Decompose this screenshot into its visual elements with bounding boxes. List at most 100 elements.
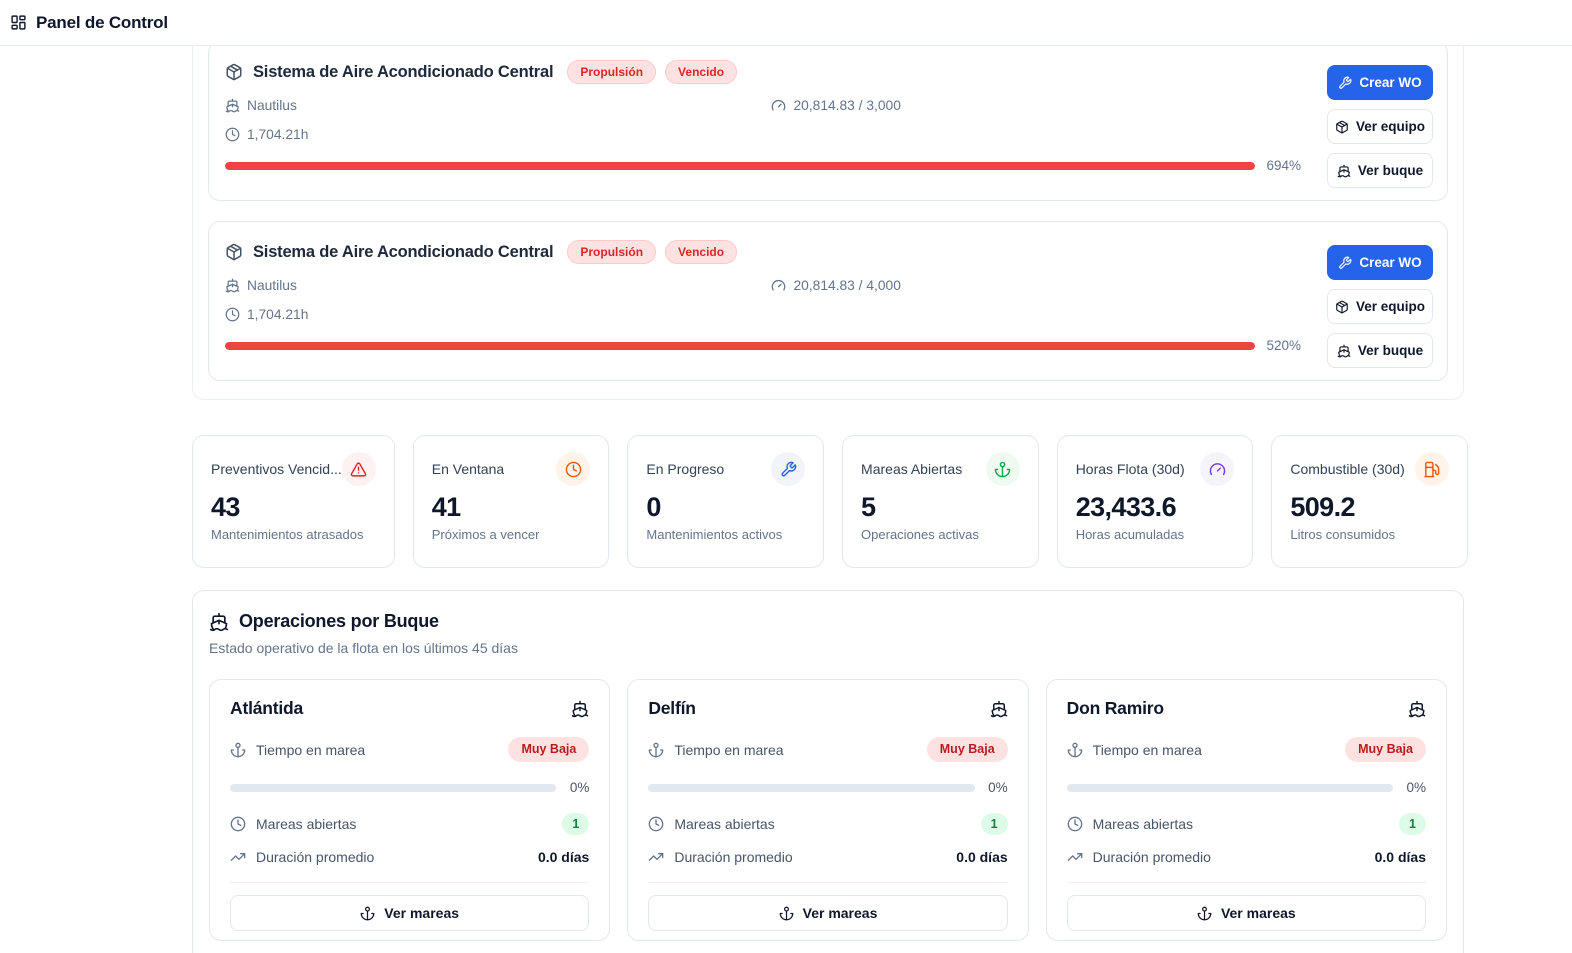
kpi-label: Combustible (30d) [1290, 461, 1405, 477]
progress-percent: 694% [1266, 158, 1301, 174]
tide-time-row: Tiempo en marea Muy Baja [230, 737, 590, 762]
anchor-icon [230, 742, 246, 758]
maintenance-meta: Nautilus 20,814.83 / 3,000 1,704.21h [225, 98, 1237, 142]
view-tides-button[interactable]: Ver mareas [1066, 895, 1426, 931]
trending-up-icon [648, 849, 664, 865]
operations-header: Operaciones por Buque [209, 611, 1447, 632]
tide-progress: 0% [648, 780, 1008, 795]
clock-icon [648, 816, 664, 832]
package-icon [225, 63, 243, 81]
progress-percent: 520% [1266, 338, 1301, 354]
progress-percent: 0% [569, 780, 590, 795]
kpi-card-mareas-abiertas: Mareas Abiertas 5 Operaciones activas [842, 435, 1039, 568]
ship-icon [990, 700, 1008, 718]
status-badge: Vencido [665, 60, 738, 85]
divider [648, 882, 1008, 883]
open-tides-row: Mareas abiertas 1 [648, 813, 1008, 835]
triangle-alert-icon [350, 461, 367, 478]
kpi-sublabel: Operaciones activas [861, 527, 979, 542]
progress-track [225, 161, 1255, 170]
kpi-sublabel: Mantenimientos atrasados [211, 527, 364, 542]
ship-icon [1337, 164, 1351, 178]
maintenance-card: Sistema de Aire Acondicionado Central Pr… [208, 41, 1448, 201]
maintenance-card: Sistema de Aire Acondicionado Central Pr… [208, 221, 1448, 381]
anchor-icon [648, 742, 664, 758]
kpi-label: Mareas Abiertas [861, 461, 963, 477]
tide-status-badge: Muy Baja [508, 737, 590, 762]
kpi-row: Preventivos Vencid... 43 Mantenimientos … [192, 435, 1468, 568]
overdue-progress: 694% [225, 158, 1301, 173]
maintenance-alerts-panel: Sistema de Aire Acondicionado Central Pr… [192, 24, 1464, 400]
usage-counter: 20,814.83 / 4,000 [771, 278, 1237, 293]
vessel-card-atlantida: Atlántida Tiempo en marea Muy Baja 0% [209, 679, 611, 941]
tide-progress: 0% [1066, 780, 1426, 795]
maintenance-meta: Nautilus 20,814.83 / 4,000 1,704.21h [225, 278, 1237, 322]
overdue-progress: 520% [225, 338, 1301, 353]
progress-track [648, 783, 975, 792]
operations-subtitle: Estado operativo de la flota en los últi… [209, 640, 518, 656]
kpi-sublabel: Próximos a vencer [431, 527, 540, 542]
avg-duration-row: Duración promedio 0.0 días [648, 849, 1008, 865]
open-tides-count-badge: 1 [980, 813, 1008, 835]
kpi-card-en-progreso: En Progreso 0 Mantenimientos activos [627, 435, 825, 568]
anchor-icon [360, 906, 375, 921]
open-tides-row: Mareas abiertas 1 [230, 813, 590, 835]
kpi-label: Horas Flota (30d) [1075, 461, 1185, 477]
kpi-value: 5 [861, 492, 876, 522]
progress-track [225, 341, 1255, 350]
vessel-name: Nautilus [225, 98, 771, 113]
avg-duration-value: 0.0 días [1374, 849, 1426, 865]
kpi-card-horas-flota: Horas Flota (30d) 23,433.6 Horas acumula… [1056, 435, 1254, 568]
kpi-card-combustible: Combustible (30d) 509.2 Litros consumido… [1271, 435, 1468, 568]
status-badge: Vencido [665, 240, 738, 265]
badge-group: Propulsión Vencido [567, 240, 738, 265]
ship-icon [209, 612, 229, 632]
ship-icon [1337, 344, 1351, 358]
avg-duration-row: Duración promedio 0.0 días [230, 849, 589, 865]
category-badge: Propulsión [567, 240, 657, 265]
vessel-card-don-ramiro: Don Ramiro Tiempo en marea Muy Baja 0% [1045, 679, 1447, 941]
create-wo-button[interactable]: Crear WO [1327, 245, 1433, 280]
open-tides-count-badge: 1 [1399, 813, 1426, 835]
view-vessel-button[interactable]: Ver buque [1327, 153, 1433, 188]
kpi-card-en-ventana: En Ventana 41 Próximos a vencer [412, 435, 610, 568]
view-equipment-button[interactable]: Ver equipo [1327, 109, 1433, 144]
tide-status-badge: Muy Baja [1345, 737, 1426, 762]
view-equipment-button[interactable]: Ver equipo [1327, 289, 1433, 324]
vessel-grid: Atlántida Tiempo en marea Muy Baja 0% [209, 679, 1447, 941]
vessel-name: Atlántida [230, 698, 304, 718]
create-wo-button[interactable]: Crear WO [1327, 65, 1433, 100]
top-bar: Panel de Control [0, 0, 1572, 46]
kpi-sublabel: Litros consumidos [1290, 527, 1396, 542]
anchor-icon [779, 906, 794, 921]
ship-icon [225, 98, 240, 113]
wrench-icon [1338, 76, 1352, 90]
view-tides-button[interactable]: Ver mareas [230, 895, 590, 931]
clock-icon [225, 127, 240, 142]
badge-group: Propulsión Vencido [567, 60, 738, 85]
view-tides-button[interactable]: Ver mareas [648, 895, 1008, 931]
trending-up-icon [1067, 849, 1083, 865]
layout-dashboard-icon [10, 14, 27, 31]
progress-track [230, 783, 557, 792]
kpi-value: 509.2 [1290, 492, 1355, 522]
operations-title: Operaciones por Buque [239, 611, 439, 631]
avg-duration-value: 0.0 días [537, 849, 590, 865]
wrench-icon [780, 461, 797, 478]
kpi-value: 43 [211, 492, 240, 522]
page-title: Panel de Control [36, 12, 168, 32]
view-vessel-button[interactable]: Ver buque [1327, 333, 1433, 368]
ship-icon [571, 700, 589, 718]
tide-time-row: Tiempo en marea Muy Baja [1067, 737, 1426, 762]
kpi-value: 23,433.6 [1075, 492, 1177, 522]
maintenance-title: Sistema de Aire Acondicionado Central [253, 242, 554, 261]
category-badge: Propulsión [567, 60, 657, 85]
clock-icon [230, 816, 246, 832]
package-icon [225, 243, 243, 261]
maintenance-card-header: Sistema de Aire Acondicionado Central Pr… [225, 240, 1237, 265]
kpi-label: En Ventana [431, 461, 505, 477]
tide-progress: 0% [230, 780, 589, 795]
vessel-name: Nautilus [225, 278, 771, 293]
clock-icon [1067, 816, 1083, 832]
